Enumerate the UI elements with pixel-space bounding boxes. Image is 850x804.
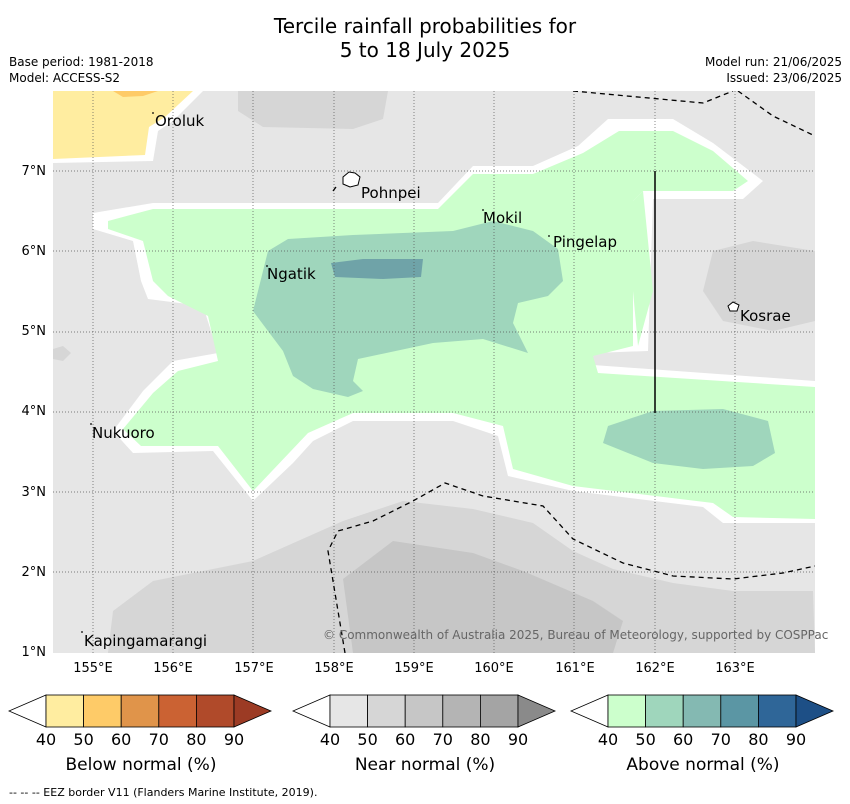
- place-pohnpei: Pohnpei: [361, 184, 421, 202]
- lon-label-155e: 155°E: [73, 661, 113, 676]
- below-colorbar-tick-90: 90: [223, 730, 245, 749]
- meta-right: Model run: 21/06/2025 Issued: 23/06/2025: [705, 54, 842, 86]
- above-colorbar-under-triangle: [570, 694, 609, 728]
- above-colorbar-tick-40: 40: [597, 730, 619, 749]
- near-colorbar-over-triangle: [517, 694, 557, 728]
- below-colorbar-swatch-2: [120, 694, 160, 728]
- lon-label-161e: 161°E: [555, 661, 595, 676]
- above-colorbar-tick-90: 90: [785, 730, 807, 749]
- pohnpei-outline: [342, 171, 361, 188]
- below-colorbar-swatch-4: [195, 694, 235, 728]
- lat-label-7n: 7°N: [21, 164, 47, 179]
- near-colorbar-swatch-0: [329, 694, 368, 728]
- above-colorbar-tick-80: 80: [748, 730, 769, 749]
- lat-label-6n: 6°N: [21, 244, 47, 259]
- below-colorbar-tick-40: 40: [35, 730, 57, 749]
- eez-footnote: -- -- -- EEZ border V11 (Flanders Marine…: [9, 786, 318, 799]
- kosrae-outline: [727, 301, 740, 312]
- below-colorbar-swatch-1: [83, 694, 122, 728]
- above-colorbar-swatch-2: [682, 694, 722, 728]
- lon-label-158e: 158°E: [314, 661, 354, 676]
- above-colorbar-tick-50: 50: [635, 730, 656, 749]
- above-colorbar-tick-60: 60: [673, 730, 694, 749]
- below-normal-region: [53, 91, 193, 159]
- below-colorbar-tick-80: 80: [186, 730, 207, 749]
- place-ngatik: Ngatik: [267, 265, 316, 283]
- base-period: Base period: 1981-2018: [9, 55, 154, 69]
- near-colorbar-under-triangle: [292, 694, 331, 728]
- below-colorbar-tick-70: 70: [148, 730, 169, 749]
- model-name: Model: ACCESS-S2: [9, 71, 121, 85]
- colorbar-near-label: Near normal (%): [354, 755, 496, 775]
- title-line-2: 5 to 18 July 2025: [339, 38, 511, 62]
- issued-date: Issued: 23/06/2025: [726, 71, 842, 85]
- above-normal-fill-east: [633, 191, 653, 346]
- above-colorbar-tick-70: 70: [710, 730, 731, 749]
- colorbar-near: [292, 694, 557, 728]
- above-colorbar-swatch-3: [720, 694, 759, 728]
- lat-label-1n: 1°N: [21, 645, 47, 660]
- near-colorbar-tick-80: 80: [470, 730, 491, 749]
- near-colorbar-swatch-3: [442, 694, 481, 728]
- below-colorbar-swatch-0: [45, 694, 84, 728]
- near-normal-50-region-north: [238, 91, 388, 129]
- near-normal-60-region-south: [343, 541, 623, 653]
- lon-label-162e: 162°E: [635, 661, 675, 676]
- map-title: Tercile rainfall probabilities for 5 to …: [0, 14, 850, 62]
- lon-label-163e: 163°E: [715, 661, 755, 676]
- place-kosrae: Kosrae: [740, 307, 791, 325]
- near-colorbar-tick-70: 70: [432, 730, 453, 749]
- probability-map: [53, 91, 815, 653]
- colorbar-below-label: Below normal (%): [65, 755, 217, 775]
- near-normal-50-patch-west: [53, 346, 71, 361]
- island-markers: [81, 112, 550, 633]
- lat-label-5n: 5°N: [21, 324, 47, 339]
- place-pingelap: Pingelap: [553, 233, 618, 251]
- above-colorbar-swatch-1: [645, 694, 684, 728]
- copyright-notice: © Commonwealth of Australia 2025, Bureau…: [323, 628, 829, 642]
- model-run: Model run: 21/06/2025: [704, 55, 842, 69]
- place-mokil: Mokil: [483, 209, 523, 227]
- near-colorbar-swatch-4: [479, 694, 519, 728]
- lon-label-156e: 156°E: [153, 661, 193, 676]
- lat-label-3n: 3°N: [21, 485, 47, 500]
- near-colorbar-swatch-2: [404, 694, 444, 728]
- below-colorbar-swatch-3: [158, 694, 197, 728]
- lat-label-2n: 2°N: [21, 565, 47, 580]
- below-colorbar-under-triangle: [8, 694, 47, 728]
- lon-label-157e: 157°E: [234, 661, 274, 676]
- place-kapingamarangi: Kapingamarangi: [84, 632, 208, 650]
- above-normal-70-region-central: [331, 259, 423, 279]
- colorbar-above: [570, 694, 835, 728]
- lon-label-160e: 160°E: [474, 661, 514, 676]
- eez-border: [327, 91, 815, 653]
- near-colorbar-tick-60: 60: [395, 730, 416, 749]
- above-colorbar-swatch-4: [757, 694, 797, 728]
- title-line-1: Tercile rainfall probabilities for: [273, 14, 577, 38]
- colorbar-below: [8, 694, 273, 728]
- above-colorbar-over-triangle: [795, 694, 835, 728]
- lon-label-159e: 159°E: [394, 661, 434, 676]
- above-normal-60-region-southeast: [603, 409, 775, 469]
- place-nukuoro: Nukuoro: [92, 424, 155, 442]
- above-colorbar-swatch-0: [607, 694, 646, 728]
- colorbar-above-label: Above normal (%): [626, 755, 780, 775]
- below-colorbar-tick-50: 50: [73, 730, 94, 749]
- below-normal-50-region: [113, 91, 158, 97]
- near-colorbar-tick-40: 40: [319, 730, 341, 749]
- near-colorbar-tick-50: 50: [357, 730, 378, 749]
- near-colorbar-tick-90: 90: [507, 730, 529, 749]
- place-oroluk: Oroluk: [155, 112, 205, 130]
- below-colorbar-over-triangle: [233, 694, 273, 728]
- lat-label-4n: 4°N: [21, 404, 47, 419]
- graticule: [53, 91, 815, 653]
- near-colorbar-swatch-1: [367, 694, 406, 728]
- meta-left: Base period: 1981-2018 Model: ACCESS-S2: [9, 54, 154, 86]
- above-normal-60-region-central: [253, 221, 563, 397]
- below-colorbar-tick-60: 60: [111, 730, 132, 749]
